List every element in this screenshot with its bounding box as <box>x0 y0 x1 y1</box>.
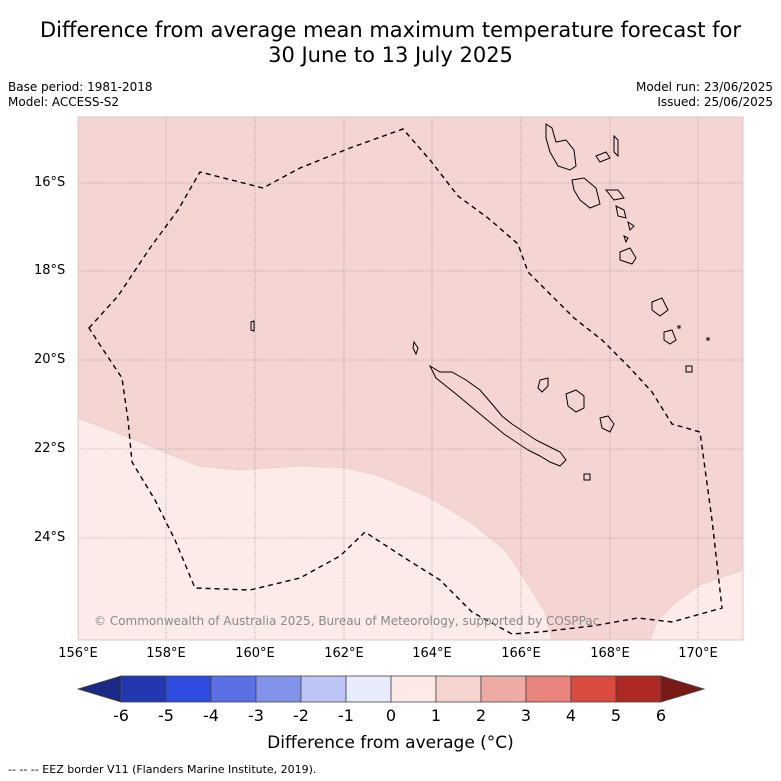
lat-label-22s: 22°S <box>34 441 66 456</box>
colorbar-extend-high <box>660 675 706 703</box>
new-caledonia-mainland <box>428 364 567 467</box>
title-line-2: 30 June to 13 July 2025 <box>268 43 513 67</box>
copyright-notice: © Commonwealth of Australia 2025, Bureau… <box>94 614 600 628</box>
lat-label-16s: 16°S <box>34 175 66 190</box>
island-chesterfield <box>250 320 255 332</box>
colorbar-segment <box>480 675 527 703</box>
colorbar-title: Difference from average (°C) <box>267 733 514 753</box>
colorbar-tick: 4 <box>565 706 577 725</box>
eez-border <box>88 128 723 635</box>
colorbar-segment <box>255 675 302 703</box>
vanuatu-islands <box>545 123 710 373</box>
colorbar-tick: -2 <box>293 706 309 725</box>
lat-label-20s: 20°S <box>34 352 66 367</box>
island-lifou <box>565 389 585 413</box>
island-belep <box>412 340 419 356</box>
base-period: Base period: 1981-2018 <box>8 80 153 94</box>
meta-left: Base period: 1981-2018 Model: ACCESS-S2 <box>8 80 153 110</box>
colorbar-tick: -1 <box>338 706 354 725</box>
anomaly-region-0-to-1-east <box>649 569 743 640</box>
colorbar-segment <box>165 675 212 703</box>
colorbar-segment <box>120 675 167 703</box>
map-frame <box>77 116 744 641</box>
colorbar-tick: -3 <box>248 706 264 725</box>
meta-right: Model run: 23/06/2025 Issued: 25/06/2025 <box>636 80 773 110</box>
colorbar-segment <box>210 675 257 703</box>
colorbar-segment <box>300 675 347 703</box>
lon-label-164e: 164°E <box>412 646 452 661</box>
island-ouvea <box>537 377 549 393</box>
lon-label-168e: 168°E <box>590 646 630 661</box>
lon-label-158e: 158°E <box>146 646 186 661</box>
issued-date: Issued: 25/06/2025 <box>657 95 773 109</box>
colorbar-tick: -4 <box>203 706 219 725</box>
colorbar-extend-low <box>76 675 122 703</box>
island-mare <box>599 415 615 433</box>
colorbar-segment <box>525 675 572 703</box>
colorbar-tick: -5 <box>158 706 174 725</box>
colorbar-tick: -6 <box>113 706 129 725</box>
anomaly-region-0-to-1-west <box>78 417 553 640</box>
colorbar <box>76 675 706 703</box>
title-line-1: Difference from average mean maximum tem… <box>40 18 741 42</box>
colorbar-segment <box>435 675 482 703</box>
colorbar-segment <box>345 675 392 703</box>
colorbar-tick: 0 <box>385 706 397 725</box>
island-pines <box>583 473 591 481</box>
lat-label-18s: 18°S <box>34 263 66 278</box>
colorbar-tick: 6 <box>655 706 667 725</box>
lon-label-156e: 156°E <box>58 646 98 661</box>
lon-label-170e: 170°E <box>678 646 718 661</box>
colorbar-tick: 5 <box>610 706 622 725</box>
model-run: Model run: 23/06/2025 <box>635 80 773 94</box>
colorbar-segment <box>570 675 617 703</box>
lon-label-166e: 166°E <box>501 646 541 661</box>
colorbar-tick: 2 <box>475 706 487 725</box>
colorbar-tick: 1 <box>430 706 442 725</box>
chart-title: Difference from average mean maximum tem… <box>0 18 781 68</box>
lon-label-160e: 160°E <box>235 646 275 661</box>
model-name: Model: ACCESS-S2 <box>8 95 120 109</box>
colorbar-segment <box>390 675 437 703</box>
lat-label-24s: 24°S <box>34 530 66 545</box>
colorbar-tick: 3 <box>520 706 532 725</box>
colorbar-segment <box>615 675 662 703</box>
eez-legend-note: -- -- -- EEZ border V11 (Flanders Marine… <box>8 763 317 776</box>
lon-label-162e: 162°E <box>324 646 364 661</box>
